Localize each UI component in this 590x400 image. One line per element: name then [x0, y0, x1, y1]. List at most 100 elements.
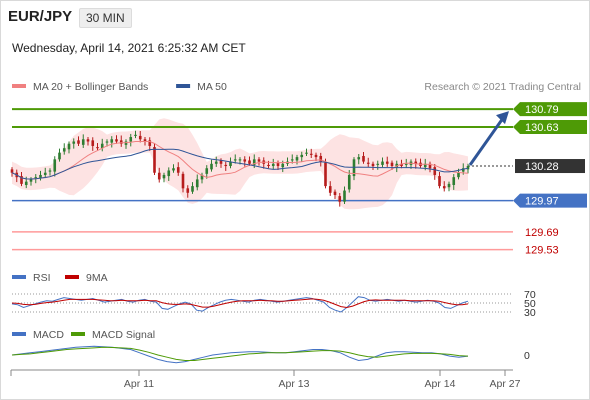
candle: [309, 148, 313, 159]
candle-body: [219, 160, 223, 164]
time-axis-label: Apr 27: [490, 378, 521, 390]
macd-line: [11, 345, 469, 364]
candle-body: [119, 140, 123, 144]
rsi-legend-swatch: [12, 275, 26, 279]
candle: [157, 167, 161, 183]
candle-body: [385, 161, 389, 164]
candle: [138, 131, 142, 143]
candle-body: [134, 134, 137, 136]
candle-body: [110, 139, 114, 143]
rsi-legend-label: 9MA: [86, 272, 108, 284]
candle: [343, 186, 346, 204]
candle: [186, 185, 190, 198]
candle-body: [191, 186, 194, 192]
candle-body: [243, 159, 247, 162]
rsi-legend-label: RSI: [33, 272, 51, 284]
candle-body: [295, 157, 299, 161]
candle: [191, 182, 194, 194]
candle: [210, 159, 213, 172]
candle-body: [24, 181, 28, 185]
chart-credit: Research © 2021 Trading Central: [424, 81, 581, 93]
candle-body: [91, 140, 95, 146]
candle: [381, 157, 384, 168]
candle: [233, 154, 237, 164]
candle-body: [10, 169, 14, 173]
projection-arrow-shaft: [468, 117, 505, 166]
rsi-tick-label: 30: [524, 307, 536, 319]
candle: [62, 143, 66, 155]
candle-body: [447, 183, 451, 188]
candle-body: [381, 161, 384, 165]
resistance-level-tag: [513, 120, 587, 134]
candle: [86, 137, 90, 146]
timeframe-badge[interactable]: 30 MIN: [79, 8, 132, 28]
candle-body: [186, 188, 190, 193]
resistance-level-label: 130.63: [525, 122, 559, 134]
macd-tick-label: 0: [524, 350, 530, 362]
candle-body: [324, 162, 327, 187]
candle-body: [29, 179, 33, 182]
candle-body: [181, 173, 185, 189]
candle-body: [252, 159, 256, 165]
candle: [58, 148, 61, 162]
candle-body: [442, 186, 446, 189]
candle: [67, 141, 71, 154]
candle: [428, 161, 432, 173]
candle-body: [319, 155, 323, 162]
support-level-label: 129.97: [525, 196, 559, 208]
candle-body: [124, 141, 128, 145]
candle: [376, 160, 380, 170]
candle-body: [167, 170, 171, 177]
candle: [134, 130, 137, 139]
candle-body: [20, 176, 23, 184]
support-level-tag: [513, 193, 587, 208]
candle-body: [39, 174, 42, 179]
candle: [324, 158, 327, 189]
candle-body: [77, 140, 80, 144]
candle: [243, 156, 247, 167]
candle-body: [62, 148, 66, 152]
candle: [81, 134, 85, 148]
current-price-tag: [515, 159, 585, 174]
candle-body: [352, 159, 356, 177]
ma20-line: [11, 141, 469, 180]
rsi-legend-swatch: [65, 275, 79, 279]
target-level-label: 129.53: [525, 245, 559, 257]
candle-body: [86, 139, 90, 142]
chart-datetime: Wednesday, April 14, 2021 6:25:32 AM CET: [12, 41, 246, 55]
macd-legend-label: MACD: [33, 329, 64, 341]
candle-body: [305, 152, 308, 154]
candle-body: [466, 166, 470, 170]
candle-body: [404, 163, 408, 165]
candle-body: [162, 174, 166, 179]
candle-body: [48, 170, 52, 172]
candle-body: [452, 177, 456, 185]
candle: [328, 181, 332, 196]
candle-body: [300, 154, 304, 158]
candle-body: [115, 139, 118, 142]
candle: [167, 167, 171, 181]
candle-body: [267, 164, 270, 167]
candle: [195, 174, 199, 191]
candle: [148, 137, 152, 151]
candle: [257, 157, 261, 166]
candle-body: [214, 161, 218, 164]
candle-body: [390, 162, 394, 167]
resistance-level-label: 130.79: [525, 104, 559, 116]
candle-body: [395, 163, 399, 168]
candle-body: [96, 147, 99, 149]
candle: [305, 148, 308, 156]
candle-body: [347, 174, 351, 190]
candle-body: [338, 196, 342, 202]
candle: [338, 193, 342, 207]
candle-body: [343, 190, 346, 202]
macd-signal-line: [11, 346, 469, 361]
candle-body: [290, 159, 294, 161]
time-axis: Apr 11 Apr 13 Apr 14 Apr 27: [10, 369, 521, 390]
candle: [224, 161, 228, 171]
candle-body: [143, 139, 147, 142]
rsi-9ma-line: [11, 298, 469, 309]
candle-body: [276, 162, 280, 167]
candle-body: [105, 141, 109, 143]
